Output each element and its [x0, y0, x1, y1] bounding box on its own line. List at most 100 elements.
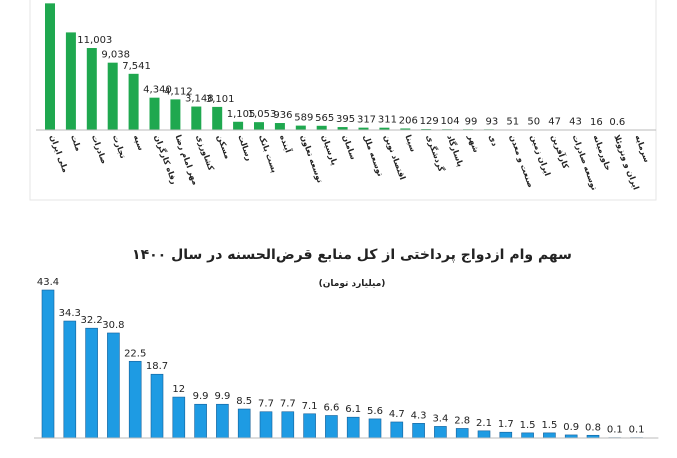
value-label: 12	[172, 384, 185, 395]
bar	[233, 121, 244, 130]
panel	[29, 0, 657, 201]
value-label: 395	[336, 114, 355, 125]
x-tick-label: پاسارگاد	[445, 133, 466, 168]
x-tick-label: توسعه ملل	[362, 134, 385, 178]
value-label: 206	[399, 115, 418, 126]
value-label: 3,101	[206, 94, 235, 105]
bar	[368, 418, 382, 439]
bar	[346, 416, 360, 439]
bar	[254, 122, 264, 130]
bar	[216, 403, 229, 439]
x-tick-label: تجارت	[111, 134, 128, 160]
value-label: 7.7	[280, 399, 296, 410]
bar	[316, 125, 327, 130]
x-tick-label: کشاورزی	[194, 134, 215, 172]
value-label: 50	[527, 117, 540, 128]
bar	[170, 99, 181, 130]
x-tick-label: سرمایه	[633, 134, 651, 164]
value-label: 32.2	[80, 315, 102, 326]
value-label: 6.1	[345, 404, 361, 415]
bar	[337, 127, 348, 130]
value-label: 1.5	[520, 420, 536, 431]
x-tick-label: رسالت	[236, 134, 254, 163]
bar	[149, 97, 160, 130]
value-label: 93	[486, 116, 499, 127]
bar	[412, 423, 425, 439]
value-label: 589	[294, 113, 313, 124]
value-label: 16	[590, 117, 603, 128]
value-label: 47	[548, 117, 561, 128]
value-label: 22.5	[124, 348, 146, 359]
value-label: 4.3	[411, 410, 427, 421]
value-label: 936	[273, 110, 292, 121]
bar	[543, 432, 556, 439]
bar	[128, 360, 142, 439]
bar	[379, 127, 390, 130]
value-label: 3,148	[185, 94, 214, 105]
bar	[434, 426, 447, 439]
bar	[400, 128, 411, 130]
bar	[194, 403, 207, 439]
bar	[107, 62, 118, 130]
value-label: 30.8	[102, 320, 124, 331]
value-label: 0.1	[607, 425, 623, 436]
value-label: 7.7	[258, 399, 274, 410]
bar	[85, 327, 98, 439]
x-tick-label: توسعه تعاون	[299, 134, 325, 184]
value-label: 7.1	[302, 401, 318, 412]
value-label: 43	[569, 117, 582, 128]
value-label: 6.6	[323, 402, 339, 413]
x-tick-label: ایران زمین	[529, 134, 552, 178]
value-label: 129	[420, 116, 439, 127]
chart-subtitle: (میلیارد تومان)	[319, 279, 386, 289]
bar	[477, 430, 491, 439]
value-label: 0.6	[609, 117, 625, 128]
x-tick-label: پست بانک	[257, 134, 279, 174]
bar	[303, 413, 316, 439]
value-label: 43.4	[37, 277, 59, 288]
bar	[172, 396, 186, 439]
bar	[259, 411, 273, 439]
bar	[325, 415, 338, 439]
bar	[191, 106, 202, 130]
value-label: 4,340	[143, 85, 172, 96]
bar	[41, 289, 55, 439]
bar	[63, 320, 77, 439]
value-label: 11,003	[77, 35, 112, 46]
bar	[237, 408, 251, 439]
value-label: 565	[315, 113, 334, 124]
bar	[212, 106, 223, 130]
bar	[455, 428, 469, 439]
x-tick-label: صادرات	[90, 134, 109, 166]
x-tick-label: مسکن	[215, 134, 232, 161]
x-tick-label: کارآفرین	[550, 133, 572, 170]
value-label: 4.7	[389, 409, 405, 420]
bar	[499, 431, 513, 439]
bar	[65, 32, 76, 130]
x-tick-label: پارسیان	[320, 134, 339, 167]
value-label: 18.7	[146, 361, 168, 372]
value-label: 0.9	[563, 422, 579, 433]
x-tick-label: ملت	[69, 134, 83, 153]
x-tick-label: سامان	[341, 134, 358, 161]
value-label: 7,541	[122, 61, 151, 72]
value-label: 1,053	[248, 109, 277, 120]
x-tick-label: خاورمیانه	[592, 134, 613, 172]
value-label: 104	[441, 116, 460, 127]
bar	[390, 421, 404, 439]
bar	[45, 3, 55, 131]
bar	[86, 48, 97, 130]
bar	[274, 123, 285, 130]
value-label: 3.4	[432, 413, 448, 424]
x-tick-label: سینا	[403, 134, 417, 154]
value-label: 51	[506, 117, 519, 128]
chart-title: سهم وام ازدواج پرداختی از کل منابع قرض‌ا…	[132, 247, 572, 263]
value-label: 5.6	[367, 406, 383, 417]
value-label: 99	[465, 116, 478, 127]
bar	[358, 127, 369, 130]
bar	[295, 125, 306, 130]
value-label: 9,038	[101, 50, 130, 61]
bar	[107, 332, 120, 439]
